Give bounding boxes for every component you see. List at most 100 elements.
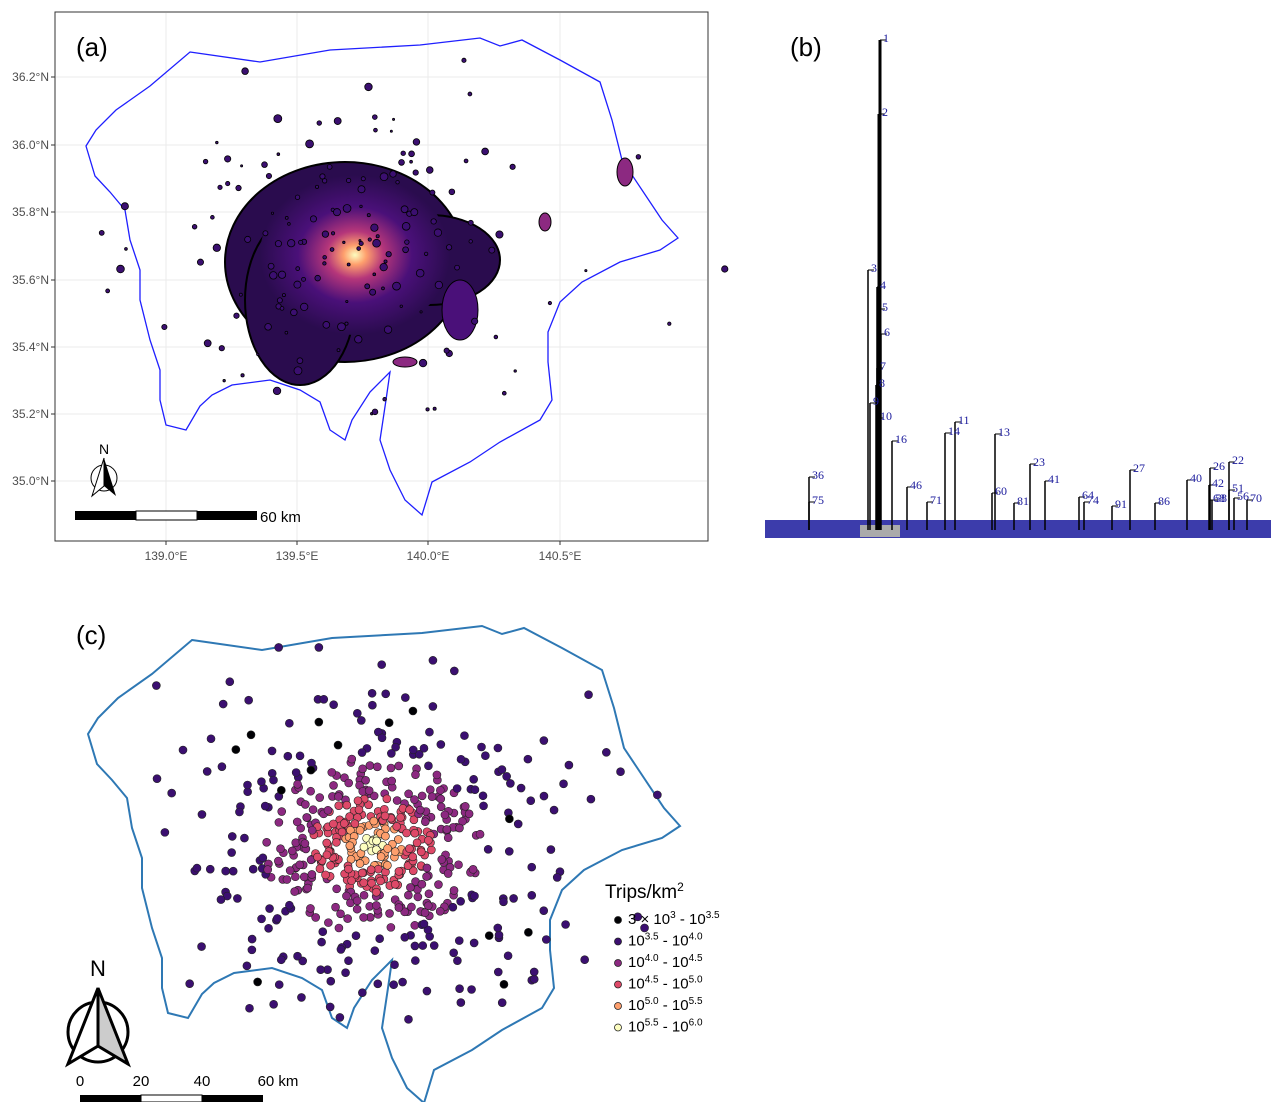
station-dot (313, 852, 322, 862)
station-dot (358, 988, 367, 997)
station-dot (448, 902, 458, 912)
legend-title-sup: 2 (677, 880, 684, 894)
speck (287, 222, 291, 226)
speck (430, 218, 437, 225)
station-dot (384, 718, 394, 727)
station-dot (285, 900, 294, 910)
station-dot (257, 914, 266, 924)
station-dot (468, 865, 478, 874)
station-dot (424, 889, 434, 899)
speck (322, 255, 327, 260)
station-dot (347, 754, 357, 764)
station-dot (372, 901, 381, 910)
station-dot (248, 864, 258, 874)
speck (433, 228, 443, 237)
speck (419, 310, 423, 314)
speck (218, 345, 225, 352)
speck (345, 299, 349, 304)
station-dot (352, 904, 362, 914)
speck (98, 229, 105, 236)
station-dot (423, 901, 433, 910)
station-dot (218, 699, 228, 709)
speck (400, 150, 406, 156)
leaf-label: 26 (1213, 459, 1225, 473)
station-dot (291, 838, 301, 848)
speck (293, 280, 302, 289)
station-dot (337, 827, 347, 837)
station-dot (409, 815, 419, 825)
station-dot (235, 807, 244, 817)
station-dot (502, 772, 511, 781)
station-dot (411, 956, 420, 965)
station-dot (410, 828, 420, 838)
station-dot (504, 847, 514, 856)
station-dot (377, 660, 386, 669)
speck (279, 306, 285, 311)
station-dot (442, 825, 452, 834)
speck (467, 219, 474, 226)
speck (233, 312, 240, 319)
speck (202, 158, 209, 165)
station-dot (410, 795, 419, 804)
legend-marker (614, 937, 622, 946)
station-dot (303, 883, 312, 893)
station-dot (202, 767, 212, 776)
station-dot (417, 791, 427, 801)
legend-text: - 10 (659, 1019, 689, 1036)
legend-label: 104.5 - 105.0 (628, 975, 703, 993)
station-dot (245, 1003, 254, 1013)
station-dot (526, 796, 536, 806)
station-dot (283, 751, 293, 761)
station-dot (423, 925, 433, 935)
station-dot (243, 780, 252, 790)
speck (369, 288, 377, 296)
speck (357, 185, 366, 194)
station-dot (470, 891, 479, 901)
station-dot (197, 810, 207, 819)
station-dot (364, 800, 373, 810)
station-dot (372, 887, 381, 897)
speck (284, 216, 289, 220)
speck (238, 292, 243, 297)
station-dot (413, 892, 423, 902)
legend-label: 104.0 - 104.5 (628, 953, 703, 971)
station-dot (359, 890, 369, 900)
leaf-label: 71 (930, 493, 942, 507)
leaf-label: 3 (871, 261, 877, 275)
panel-a: (a) N 60 km (51, 11, 729, 545)
station-dot (373, 979, 383, 989)
speck (342, 204, 352, 213)
speck (493, 334, 499, 340)
station-dot (381, 831, 390, 841)
station-dot (586, 794, 596, 804)
legend-text: - 10 (659, 933, 689, 950)
y-tick-label: 35.0°N (12, 474, 49, 488)
legend-label: 3 × 103 - 103.5 (628, 910, 720, 928)
station-dot (633, 912, 643, 922)
speck (316, 120, 322, 126)
station-dot (402, 828, 411, 838)
scale-label: 60 km (258, 1073, 299, 1090)
legend-label: 105.5 - 106.0 (628, 1018, 703, 1036)
station-dot (584, 690, 593, 699)
station-dot (282, 875, 292, 884)
station-dot (449, 886, 459, 895)
speck (337, 322, 346, 332)
speck (467, 91, 473, 97)
speck (333, 208, 341, 217)
leaf-label: 5 (882, 300, 888, 314)
station-dot (455, 984, 464, 993)
station-dot (387, 749, 396, 758)
speck (463, 158, 469, 164)
station-dot (192, 863, 202, 873)
speck (300, 302, 309, 312)
speck (412, 138, 421, 146)
speck (287, 239, 296, 248)
speck (346, 262, 351, 267)
speck (488, 246, 496, 254)
station-dot (477, 742, 486, 752)
station-dot (419, 743, 429, 753)
station-dot (394, 761, 404, 771)
station-dot (390, 960, 399, 970)
